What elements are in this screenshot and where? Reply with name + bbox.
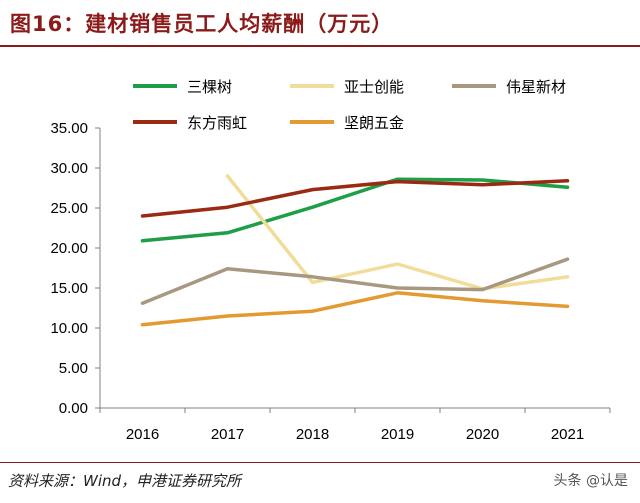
x-tick-label: 2021 xyxy=(551,426,584,443)
y-tick-label: 0.00 xyxy=(59,400,88,417)
legend-label-5: 坚朗五金 xyxy=(344,114,404,132)
source-note: 资料来源：Wind，申港证券研究所 xyxy=(8,472,242,490)
x-tick-label: 2019 xyxy=(381,426,414,443)
legend-label-4: 东方雨虹 xyxy=(187,114,247,132)
legend-label-2: 亚士创能 xyxy=(344,78,404,96)
x-tick-label: 2018 xyxy=(296,426,329,443)
x-tick-label: 2017 xyxy=(211,426,244,443)
y-tick-label: 25.00 xyxy=(50,200,88,217)
y-tick-label: 30.00 xyxy=(50,160,88,177)
title-divider xyxy=(0,45,640,47)
series-line-1 xyxy=(140,177,570,243)
legend-label-3: 伟星新材 xyxy=(506,78,566,96)
y-tick-label: 5.00 xyxy=(59,360,88,377)
axes: 0.00 5.00 10.00 15.00 20.00 25.00 30.00 35.00 20… xyxy=(50,120,611,443)
y-tick-label: 10.00 xyxy=(50,320,88,337)
series-line-2 xyxy=(225,174,570,291)
x-tick-label: 2020 xyxy=(466,426,499,443)
x-tick-label: 2016 xyxy=(126,426,159,443)
series-line-5 xyxy=(140,291,570,327)
y-tick-label: 20.00 xyxy=(50,240,88,257)
footer-divider xyxy=(0,462,640,463)
series-lines xyxy=(140,174,570,327)
y-tick-label: 35.00 xyxy=(50,120,88,137)
watermark: 头条 @认是 xyxy=(553,473,628,489)
chart-title: 图16：建材销售员工人均薪酬（万元） xyxy=(10,12,394,36)
series-line-3 xyxy=(140,257,570,305)
legend-label-1: 三棵树 xyxy=(187,78,232,96)
series-line-4 xyxy=(140,179,570,218)
y-tick-label: 15.00 xyxy=(50,280,88,297)
